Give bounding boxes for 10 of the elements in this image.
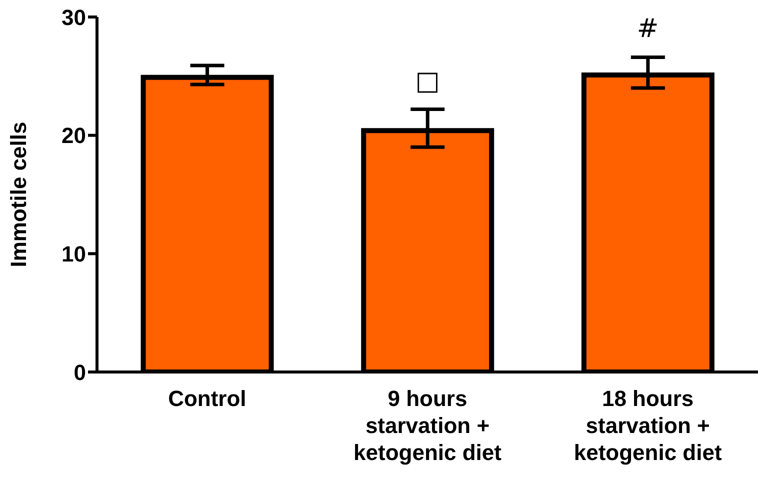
y-tick-label: 10 bbox=[62, 241, 86, 266]
x-tick-label: 18 hours starvation + ketogenic diet bbox=[574, 386, 722, 465]
y-tick-label: 20 bbox=[62, 123, 86, 148]
y-axis-title: Immotile cells bbox=[6, 122, 31, 268]
x-tick-label: Control bbox=[168, 386, 246, 411]
annotation: □ bbox=[415, 66, 440, 96]
y-tick-label: 0 bbox=[74, 360, 86, 385]
annotation: # bbox=[636, 14, 659, 44]
y-tick-label: 30 bbox=[62, 4, 86, 30]
x-tick-label: 9 hours starvation + ketogenic diet bbox=[354, 386, 502, 465]
